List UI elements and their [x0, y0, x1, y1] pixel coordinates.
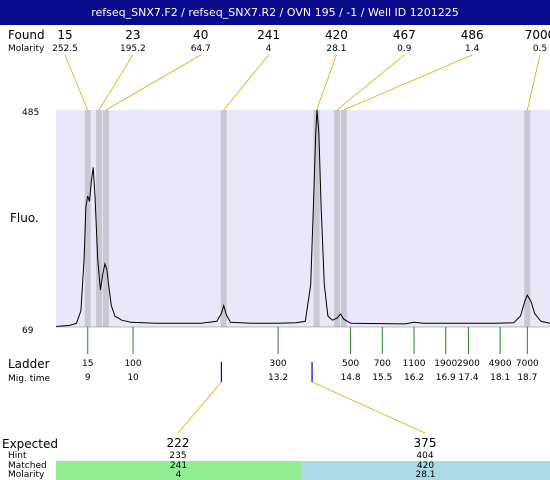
- molarity-value: 28.1: [415, 470, 436, 480]
- fluorescence-trace: [55, 109, 550, 327]
- matched-value: 241: [169, 461, 188, 471]
- peak-band: [313, 110, 320, 327]
- ladder-size-label: 15: [82, 359, 93, 369]
- ladder-time-label: 17.4: [458, 373, 478, 383]
- expected-label: Expected: [2, 437, 58, 451]
- ladder-time-label: 10: [127, 373, 139, 383]
- peak-leader: [64, 54, 89, 111]
- found-size-label: 23: [125, 28, 140, 42]
- hint-value-label: 235: [169, 451, 186, 461]
- y-min-label: 69: [22, 326, 34, 336]
- matched-value: 420: [416, 461, 435, 471]
- chart-title: refseq_SNX7.F2 / refseq_SNX7.R2 / OVN 19…: [0, 0, 550, 25]
- peak-band: [333, 110, 340, 327]
- molarity-label: Molarity: [8, 44, 45, 54]
- peak-leader: [526, 54, 541, 111]
- ladder-label: Ladder: [8, 357, 50, 371]
- expected-size-label: 375: [414, 436, 437, 450]
- found-molarity-label: 1.4: [465, 44, 480, 54]
- ladder-size-label: 7000: [516, 359, 539, 369]
- peak-leader: [336, 54, 405, 111]
- molarity-row-label: Molarity: [8, 470, 45, 480]
- found-size-label: 467: [393, 28, 416, 42]
- matched-bar-left: 241 4: [56, 461, 301, 480]
- expected-leader: [177, 381, 222, 434]
- ladder-size-label: 1100: [403, 359, 426, 369]
- molarity-value: 4: [175, 470, 182, 480]
- ladder-size-label: 100: [124, 359, 141, 369]
- matched-row-label: Matched: [8, 461, 47, 471]
- found-molarity-label: 0.9: [397, 44, 412, 54]
- ladder-size-label: 300: [269, 359, 286, 369]
- ladder-time-label: 13.2: [268, 373, 288, 383]
- hint-row-label: Hint: [8, 451, 27, 461]
- mig-time-label: Mig. time: [8, 374, 50, 384]
- found-size-label: 420: [325, 28, 348, 42]
- matched-bar-right: 420 28.1: [301, 461, 550, 480]
- expected-leader: [311, 381, 426, 434]
- found-molarity-label: 64.7: [191, 44, 211, 54]
- ladder-time-label: 9: [85, 373, 91, 383]
- peak-leader: [223, 54, 269, 111]
- ladder-time-label: 14.8: [341, 373, 361, 383]
- ladder-time-label: 18.1: [490, 373, 510, 383]
- found-size-label: 40: [193, 28, 208, 42]
- ladder-size-label: 4900: [489, 359, 512, 369]
- found-molarity-label: 252.5: [52, 44, 78, 54]
- peak-band: [102, 110, 109, 327]
- ladder-size-label: 2900: [457, 359, 480, 369]
- found-molarity-label: 28.1: [326, 44, 346, 54]
- y-max-label: 485: [22, 108, 39, 118]
- peak-leader: [98, 54, 134, 111]
- peak-leader: [343, 54, 473, 111]
- ladder-size-label: 700: [374, 359, 391, 369]
- ladder-size-label: 500: [342, 359, 359, 369]
- found-label: Found: [8, 28, 45, 42]
- plot-area: [56, 110, 550, 327]
- ladder-time-label: 15.5: [372, 373, 392, 383]
- ladder-time-label: 16.9: [436, 373, 456, 383]
- peak-band: [96, 110, 103, 327]
- found-size-label: 15: [57, 28, 72, 42]
- found-molarity-label: 195.2: [120, 44, 146, 54]
- ladder-time-label: 18.7: [517, 373, 537, 383]
- peak-leader: [316, 54, 337, 111]
- expected-size-label: 222: [167, 436, 190, 450]
- ladder-size-label: 1900: [434, 359, 457, 369]
- found-size-label: 241: [257, 28, 280, 42]
- hint-value-label: 404: [416, 451, 433, 461]
- found-molarity-label: 0.5: [533, 44, 547, 54]
- peak-band: [340, 110, 347, 327]
- peak-leader: [105, 54, 201, 111]
- found-size-label: 7000: [525, 28, 550, 42]
- peak-band: [84, 110, 91, 327]
- peak-band: [524, 110, 531, 327]
- found-molarity-label: 4: [266, 44, 272, 54]
- found-size-label: 486: [461, 28, 484, 42]
- ladder-time-label: 16.2: [404, 373, 424, 383]
- y-axis-label: Fluo.: [10, 211, 39, 225]
- peak-band: [220, 110, 227, 327]
